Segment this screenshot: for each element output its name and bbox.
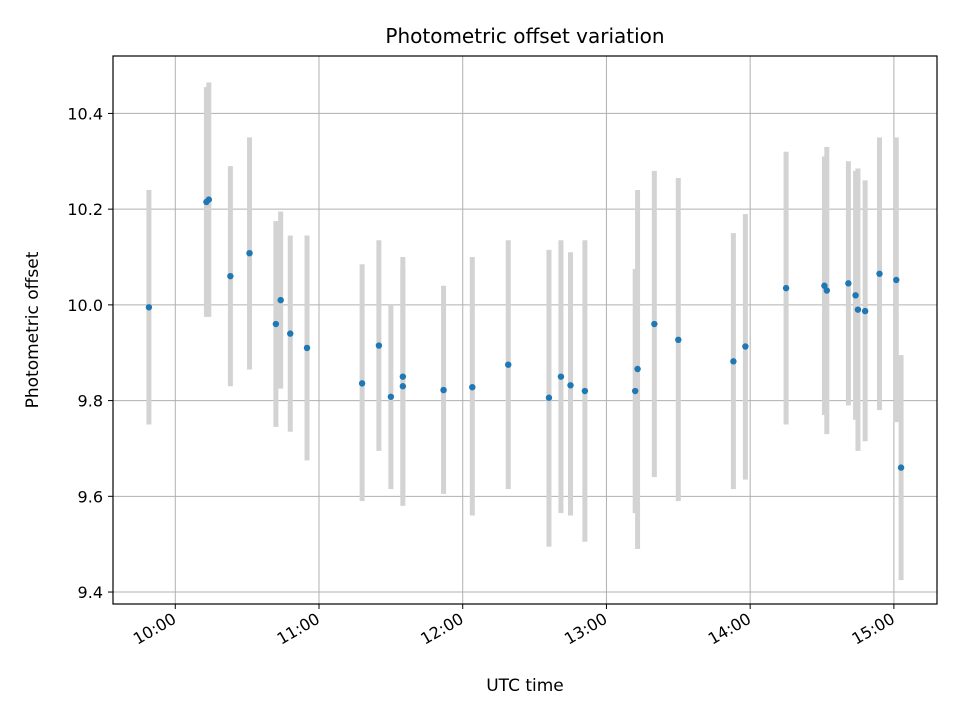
- x-tick-label: 11:00: [274, 609, 323, 649]
- data-point: [852, 292, 859, 299]
- chart-title: Photometric offset variation: [385, 24, 664, 48]
- x-tick-label: 14:00: [705, 609, 754, 649]
- y-tick-label: 10.2: [67, 200, 103, 219]
- data-point: [545, 394, 553, 401]
- data-point: [145, 304, 153, 311]
- data-point: [505, 361, 512, 368]
- data-point: [277, 296, 284, 304]
- data-point: [287, 330, 294, 337]
- plot-frame: [112, 55, 938, 605]
- data-points: [145, 196, 905, 471]
- data-point: [823, 287, 831, 294]
- x-tick-label: 10:00: [130, 609, 179, 649]
- x-axis-label: UTC time: [486, 676, 564, 696]
- y-tick-label: 10.0: [67, 296, 103, 315]
- grid: [113, 56, 937, 604]
- data-point: [557, 373, 565, 380]
- y-tick-label: 9.4: [78, 583, 103, 602]
- data-point: [861, 307, 869, 315]
- data-point: [303, 344, 311, 352]
- data-point: [440, 386, 447, 394]
- data-point: [897, 464, 905, 471]
- data-point: [845, 280, 852, 287]
- data-point: [567, 382, 574, 389]
- data-point: [358, 380, 366, 387]
- data-point: [651, 320, 658, 328]
- data-point: [782, 284, 790, 292]
- data-point: [272, 320, 280, 328]
- data-point: [246, 249, 253, 257]
- data-point: [375, 342, 383, 349]
- data-point: [631, 387, 639, 395]
- x-axis-ticks: 10:00 11:00 12:00 13:00 14:00 15:00: [130, 604, 898, 649]
- data-point: [581, 387, 589, 395]
- data-point: [742, 343, 749, 350]
- data-point: [893, 276, 900, 284]
- data-point: [469, 383, 476, 391]
- data-point: [399, 373, 407, 380]
- x-tick-label: 13:00: [561, 609, 610, 649]
- data-point: [634, 365, 641, 373]
- y-tick-label: 9.6: [78, 487, 103, 506]
- data-point: [854, 306, 862, 313]
- x-tick-label: 12:00: [417, 609, 466, 649]
- data-point: [227, 272, 234, 280]
- y-axis-label: Photometric offset: [23, 251, 43, 408]
- y-tick-label: 9.8: [78, 392, 103, 411]
- data-point: [387, 393, 395, 400]
- data-point: [675, 336, 682, 344]
- y-axis-ticks: 9.4 9.6 9.8 10.0 10.2 10.4: [67, 104, 113, 602]
- error-bars: [146, 82, 904, 581]
- y-tick-label: 10.4: [67, 104, 103, 123]
- data-point: [399, 383, 407, 390]
- data-point: [876, 270, 883, 277]
- data-point: [730, 358, 737, 365]
- data-point: [821, 282, 828, 289]
- data-point: [205, 196, 213, 203]
- x-tick-label: 15:00: [848, 609, 897, 649]
